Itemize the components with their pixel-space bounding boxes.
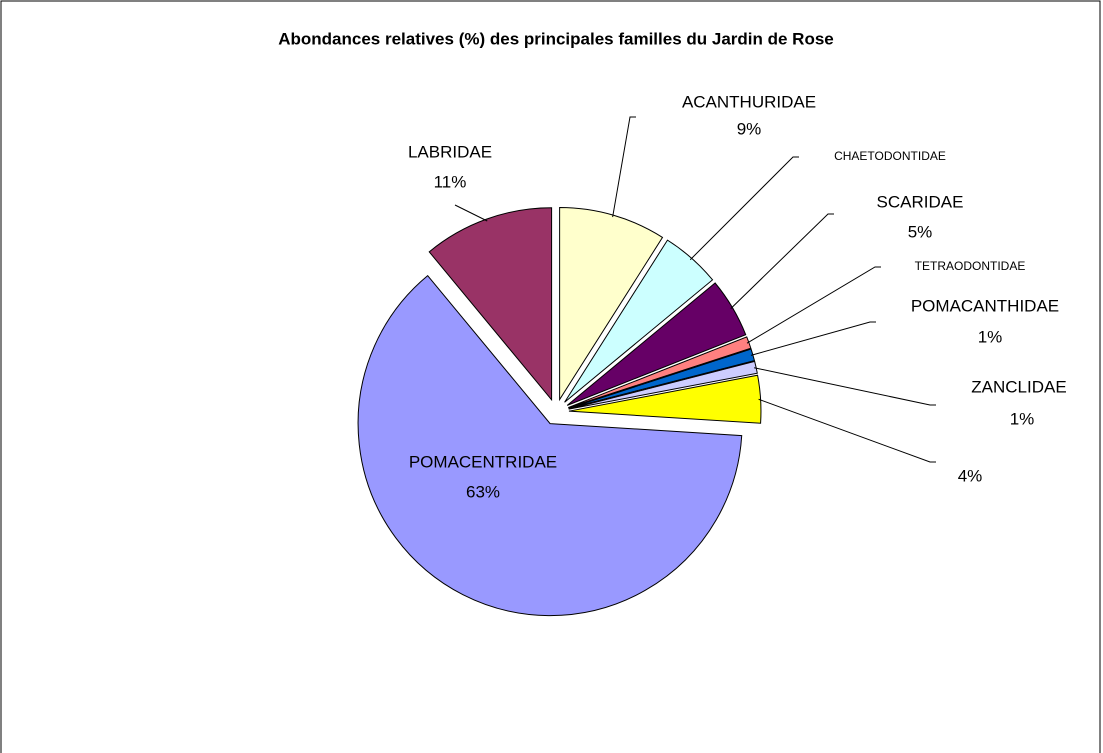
slice-value-label: 4% — [958, 466, 983, 485]
slice-label: LABRIDAE — [408, 142, 492, 161]
leader-line — [746, 266, 881, 344]
slice-label: POMACANTHIDAE — [911, 296, 1059, 315]
slice-value-label: 1% — [978, 327, 1003, 346]
slice-value-label: 63% — [466, 482, 500, 501]
pie-slice — [357, 274, 743, 617]
leader-line — [454, 204, 488, 222]
slice-value-label: 9% — [737, 119, 762, 138]
pie-slice — [568, 374, 762, 424]
slice-value-label: 5% — [908, 222, 933, 241]
chart-title: Abondances relatives (%) des principales… — [278, 29, 834, 48]
slice-label: SCARIDAE — [877, 192, 964, 211]
pie-slice — [568, 360, 758, 410]
leader-line — [750, 321, 876, 356]
slice-value-label: 1% — [1010, 409, 1035, 428]
slice-label: CHAETODONTIDAE — [834, 149, 946, 163]
leader-line — [730, 213, 834, 310]
slice-value-label: 11% — [434, 172, 467, 191]
leader-line — [612, 116, 636, 218]
slice-label: TETRAODONTIDAE — [915, 259, 1026, 273]
leader-line — [689, 156, 799, 261]
leader-line — [754, 367, 936, 406]
slice-label: ACANTHURIDAE — [682, 92, 816, 111]
leader-line — [758, 398, 936, 463]
slice-label: POMACENTRIDAE — [409, 452, 557, 471]
slice-label: ZANCLIDAE — [971, 377, 1066, 396]
pie-slice — [428, 207, 553, 402]
